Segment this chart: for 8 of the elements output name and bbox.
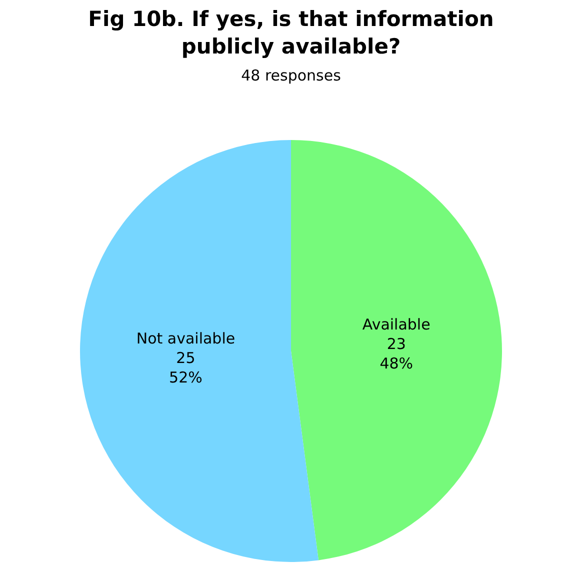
slice-label: Available <box>362 316 430 334</box>
pie-slice <box>291 140 502 560</box>
chart-subtitle: 48 responses <box>241 66 342 85</box>
data-label: 25 52% <box>169 348 202 386</box>
slice-label: Not available <box>136 329 236 348</box>
pie-slice <box>80 140 319 562</box>
chart-title: Fig 10b. If yes, is that information publicly available? <box>88 6 494 58</box>
data-label: 23 48% <box>380 335 414 373</box>
